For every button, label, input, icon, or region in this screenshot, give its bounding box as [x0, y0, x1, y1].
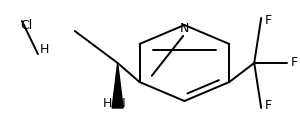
Text: Cl: Cl	[20, 19, 32, 32]
Text: F: F	[291, 56, 298, 70]
Polygon shape	[112, 63, 123, 108]
Text: F: F	[265, 14, 272, 27]
Text: H: H	[40, 43, 49, 56]
Text: F: F	[265, 99, 272, 112]
Text: H₂N: H₂N	[103, 97, 127, 110]
Text: N: N	[180, 22, 189, 35]
